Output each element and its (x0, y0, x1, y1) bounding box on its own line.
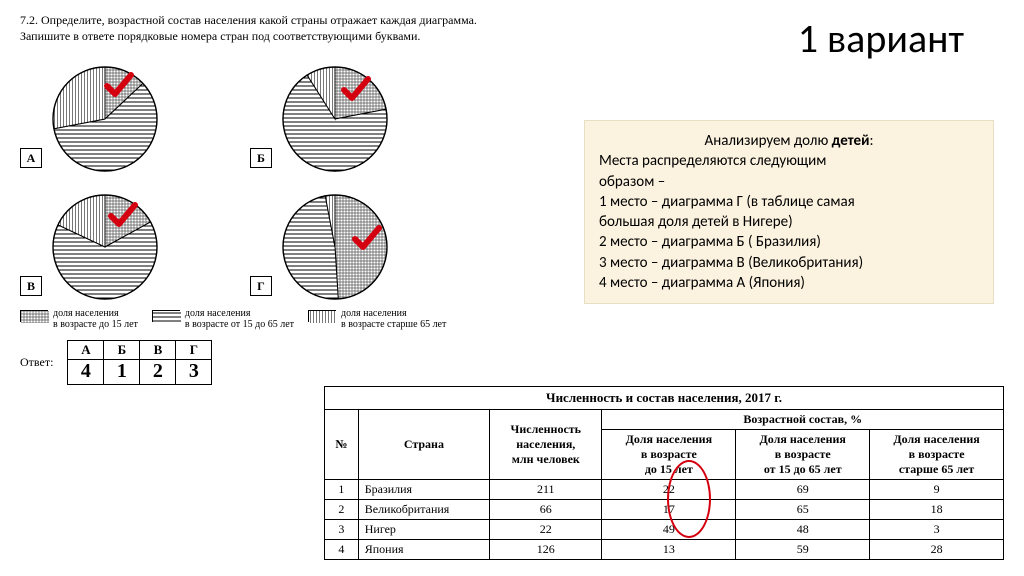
table-cell: Нигер (358, 520, 489, 540)
pie-chart (280, 192, 390, 302)
check-icon (341, 75, 371, 109)
table-cell: 66 (490, 500, 602, 520)
table-cell: 48 (736, 520, 870, 540)
table-row: 3Нигер2249483 (325, 520, 1004, 540)
pie-chart (50, 192, 160, 302)
analysis-intro: Анализируем долю детей: (599, 131, 979, 151)
check-icon (104, 71, 134, 105)
legend-over65: доля населения в возрасте старше 65 лет (308, 308, 446, 330)
analysis-l2: образом – (599, 172, 979, 192)
answer-value: 4 (68, 360, 104, 385)
answer-value: 3 (176, 360, 212, 385)
answer-value: 2 (140, 360, 176, 385)
table-cell: 1 (325, 480, 359, 500)
table-cell: 69 (736, 480, 870, 500)
table-row: 1Бразилия21122699 (325, 480, 1004, 500)
pie-cell: Б (250, 54, 470, 174)
pie-chart (50, 64, 160, 174)
answer-header: А (68, 341, 104, 360)
swatch-u15 (20, 310, 48, 322)
analysis-box: Анализируем долю детей: Места распределя… (584, 120, 994, 304)
answer-label: Ответ: (20, 355, 53, 370)
th-pop: Численность населения, млн человек (490, 410, 602, 480)
task-text: 7.2. Определите, возрастной состав насел… (20, 12, 520, 44)
table-cell: 22 (490, 520, 602, 540)
data-block: Численность и состав населения, 2017 г. … (324, 386, 1004, 560)
th-country: Страна (358, 410, 489, 480)
legend-over65-label: доля населения в возрасте старше 65 лет (341, 308, 446, 330)
swatch-over65 (308, 310, 336, 322)
table-cell: 126 (490, 540, 602, 560)
pie-label: В (20, 276, 42, 296)
analysis-l1: Места распределяются следующим (599, 151, 979, 171)
answer-header: Г (176, 341, 212, 360)
legend-u15: доля населения в возрасте до 15 лет (20, 308, 138, 330)
table-cell: 13 (602, 540, 736, 560)
answer-header: В (140, 341, 176, 360)
table-row: 2Великобритания66176518 (325, 500, 1004, 520)
legend-mid: доля населения в возрасте от 15 до 65 ле… (152, 308, 294, 330)
legend-u15-label: доля населения в возрасте до 15 лет (53, 308, 138, 330)
table-cell: Великобритания (358, 500, 489, 520)
th-u15: Доля населения в возрасте до 15 лет (602, 430, 736, 480)
table-row: 4Япония126135928 (325, 540, 1004, 560)
table-cell: 9 (870, 480, 1004, 500)
task-line1: 7.2. Определите, возрастной состав насел… (20, 12, 520, 28)
check-icon (108, 201, 138, 235)
analysis-l5: 2 место – диаграмма Б ( Бразилия) (599, 232, 979, 252)
analysis-intro-post: : (869, 132, 873, 150)
answer-table: АБВГ 4123 (67, 340, 212, 385)
analysis-l6: 3 место – диаграмма В (Великобритания) (599, 253, 979, 273)
pie-label: Б (250, 148, 272, 168)
pie-cell: В (20, 182, 240, 302)
pie-label: А (20, 148, 42, 168)
table-cell: 4 (325, 540, 359, 560)
answer-header: Б (104, 341, 140, 360)
legend: доля населения в возрасте до 15 лет доля… (20, 308, 1004, 330)
th-o65: Доля населения в возрасте старше 65 лет (870, 430, 1004, 480)
data-title: Численность и состав населения, 2017 г. (324, 386, 1004, 409)
table-cell: 211 (490, 480, 602, 500)
analysis-l3: 1 место – диаграмма Г (в таблице самая (599, 192, 979, 212)
table-cell: 22 (602, 480, 736, 500)
answer-value: 1 (104, 360, 140, 385)
analysis-intro-pre: Анализируем долю (705, 132, 832, 150)
table-cell: 3 (870, 520, 1004, 540)
answer-block: Ответ: АБВГ 4123 (20, 340, 1004, 385)
task-line2: Запишите в ответе порядковые номера стра… (20, 28, 520, 44)
page-title: 1 вариант (798, 14, 964, 63)
table-cell: 65 (736, 500, 870, 520)
table-cell: 3 (325, 520, 359, 540)
analysis-l7: 4 место – диаграмма А (Япония) (599, 273, 979, 293)
table-cell: 18 (870, 500, 1004, 520)
check-icon (352, 224, 382, 258)
table-cell: Бразилия (358, 480, 489, 500)
analysis-intro-bold: детей (832, 132, 870, 150)
analysis-l4: большая доля детей в Нигере) (599, 212, 979, 232)
pie-label: Г (250, 276, 272, 296)
table-cell: 2 (325, 500, 359, 520)
table-cell: 17 (602, 500, 736, 520)
pie-cell: Г (250, 182, 470, 302)
th-no: № (325, 410, 359, 480)
pie-chart (280, 64, 390, 174)
swatch-mid (152, 310, 180, 322)
data-table: № Страна Численность населения, млн чело… (324, 409, 1004, 560)
table-cell: 28 (870, 540, 1004, 560)
table-cell: 49 (602, 520, 736, 540)
th-group: Возрастной состав, % (602, 410, 1004, 430)
table-cell: 59 (736, 540, 870, 560)
table-cell: Япония (358, 540, 489, 560)
th-mid: Доля населения в возрасте от 15 до 65 ле… (736, 430, 870, 480)
legend-mid-label: доля населения в возрасте от 15 до 65 ле… (185, 308, 294, 330)
pie-cell: А (20, 54, 240, 174)
